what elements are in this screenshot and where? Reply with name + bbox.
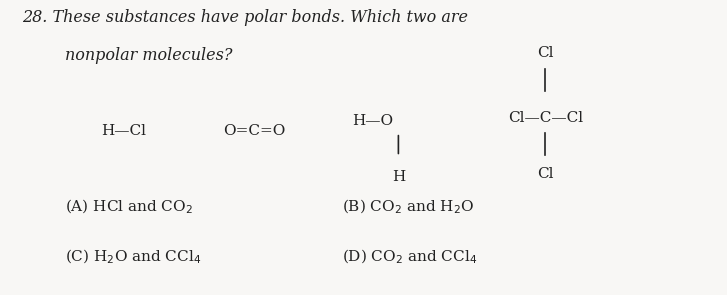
Text: (A) HCl and CO$_2$: (A) HCl and CO$_2$ (65, 197, 193, 216)
Text: H: H (392, 170, 405, 184)
Text: Cl: Cl (537, 167, 553, 181)
Text: (B) CO$_2$ and H$_2$O: (B) CO$_2$ and H$_2$O (342, 197, 474, 216)
Text: (C) H$_2$O and CCl$_4$: (C) H$_2$O and CCl$_4$ (65, 248, 202, 266)
Text: (D) CO$_2$ and CCl$_4$: (D) CO$_2$ and CCl$_4$ (342, 248, 477, 266)
Text: O=C=O: O=C=O (223, 124, 286, 138)
Text: 28. These substances have polar bonds. Which two are: 28. These substances have polar bonds. W… (22, 9, 467, 26)
Text: Cl—C—Cl: Cl—C—Cl (507, 111, 583, 125)
Text: H—Cl: H—Cl (101, 124, 146, 138)
Text: nonpolar molecules?: nonpolar molecules? (65, 47, 233, 64)
Text: H—O: H—O (353, 114, 393, 128)
Text: Cl: Cl (537, 46, 553, 60)
